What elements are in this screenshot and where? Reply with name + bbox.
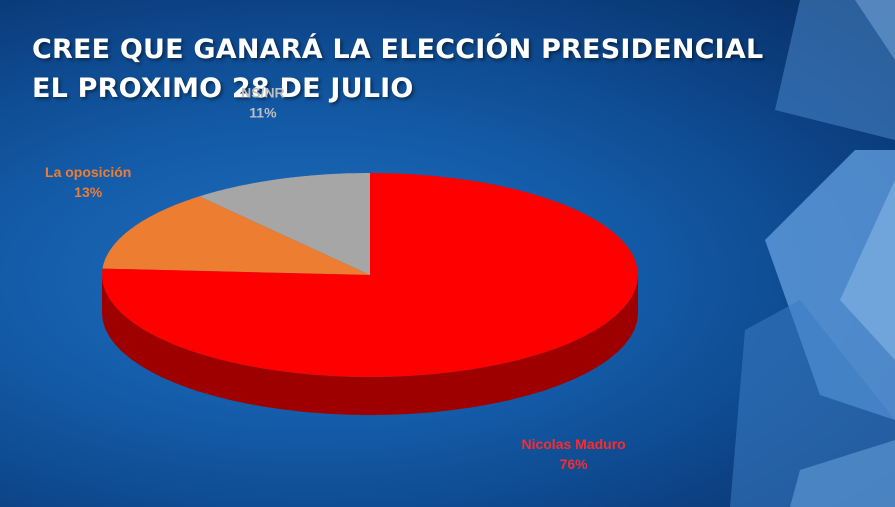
pie-slice (102, 196, 370, 275)
slice-percentage: 11% (249, 104, 277, 120)
deco-shape-6 (790, 440, 895, 507)
slice-percentage: 13% (74, 184, 103, 200)
slice-label: La oposición (45, 164, 131, 180)
slice-label: Nicolas Maduro (521, 436, 625, 452)
deco-shape-4 (840, 180, 895, 360)
pie-slice (102, 173, 638, 377)
deco-shape-1 (775, 0, 895, 140)
slice-percentage: 76% (560, 456, 589, 472)
slice-label: NS/NR (241, 84, 285, 100)
deco-shape-2 (855, 0, 895, 60)
deco-shape-3 (765, 150, 895, 420)
pie-slice (199, 173, 370, 275)
pie-slice-side (102, 275, 638, 415)
chart-title-line-1: CREE QUE GANARÁ LA ELECCIÓN PRESIDENCIAL (32, 34, 764, 65)
chart-title-line-2: EL PROXIMO 28 DE JULIO (32, 73, 414, 104)
